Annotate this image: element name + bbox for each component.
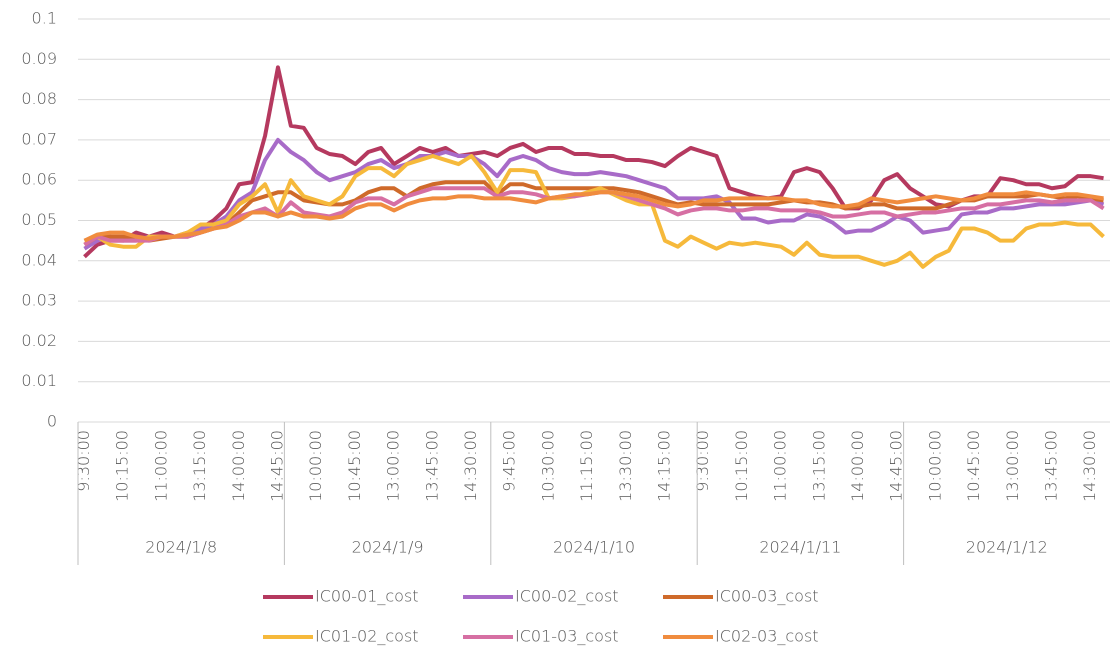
x-tick-label: 9:30:00 bbox=[74, 430, 93, 492]
x-tick-label: 10:30:00 bbox=[538, 430, 557, 502]
group-label: 2024/1/11 bbox=[759, 538, 841, 557]
legend-label: IC02-03_cost bbox=[715, 627, 819, 646]
x-tick-label: 10:00:00 bbox=[306, 430, 325, 502]
x-tick-label: 14:45:00 bbox=[267, 430, 286, 502]
y-tick-label: 0.07 bbox=[21, 129, 57, 148]
y-tick-label: 0.02 bbox=[21, 331, 57, 350]
x-tick-label: 11:15:00 bbox=[577, 430, 596, 502]
x-tick-label: 13:00:00 bbox=[384, 430, 403, 502]
y-tick-label: 0.05 bbox=[21, 210, 57, 229]
x-tick-label: 9:30:00 bbox=[693, 430, 712, 492]
x-tick-label: 14:30:00 bbox=[461, 430, 480, 502]
group-label: 2024/1/8 bbox=[145, 538, 217, 557]
x-tick-label: 14:15:00 bbox=[654, 430, 673, 502]
series-line bbox=[83, 137, 1105, 251]
x-tick-label: 9:45:00 bbox=[500, 430, 519, 492]
legend-label: IC01-03_cost bbox=[515, 627, 619, 646]
x-tick-label: 14:00:00 bbox=[848, 430, 867, 502]
x-tick-label: 10:00:00 bbox=[925, 430, 944, 502]
series-line bbox=[83, 154, 1105, 269]
series-line bbox=[83, 65, 1104, 259]
y-tick-label: 0 bbox=[47, 412, 57, 431]
y-tick-label: 0.09 bbox=[21, 49, 57, 68]
x-tick-label: 11:00:00 bbox=[151, 430, 170, 502]
x-tick-label: 11:00:00 bbox=[771, 430, 790, 502]
x-tick-label: 10:15:00 bbox=[732, 430, 751, 502]
y-tick-label: 0.06 bbox=[21, 170, 57, 189]
legend-label: IC01-02_cost bbox=[315, 627, 419, 646]
legend-label: IC00-02_cost bbox=[515, 587, 619, 606]
x-tick-label: 13:15:00 bbox=[190, 430, 209, 502]
x-tick-label: 14:00:00 bbox=[229, 430, 248, 502]
group-label: 2024/1/12 bbox=[966, 538, 1048, 557]
x-tick-label: 13:00:00 bbox=[1003, 430, 1022, 502]
x-tick-label: 10:45:00 bbox=[964, 430, 983, 502]
x-tick-label: 10:45:00 bbox=[345, 430, 364, 502]
series-line bbox=[83, 190, 1104, 243]
y-tick-label: 0.08 bbox=[21, 89, 57, 108]
x-tick-label: 10:15:00 bbox=[113, 430, 132, 502]
legend-label: IC00-01_cost bbox=[315, 587, 419, 606]
x-tick-label: 13:45:00 bbox=[1041, 430, 1060, 502]
x-tick-label: 13:45:00 bbox=[422, 430, 441, 502]
y-tick-label: 0.03 bbox=[21, 291, 57, 310]
x-tick-label: 14:45:00 bbox=[887, 430, 906, 502]
group-label: 2024/1/10 bbox=[553, 538, 635, 557]
x-tick-label: 13:30:00 bbox=[616, 430, 635, 502]
y-tick-label: 0.04 bbox=[21, 250, 57, 269]
y-tick-label: 0.1 bbox=[32, 9, 57, 28]
x-tick-label: 14:30:00 bbox=[1080, 430, 1099, 502]
y-tick-label: 0.01 bbox=[21, 371, 57, 390]
group-label: 2024/1/9 bbox=[352, 538, 424, 557]
legend-label: IC00-03_cost bbox=[715, 587, 819, 606]
x-tick-label: 13:15:00 bbox=[809, 430, 828, 502]
